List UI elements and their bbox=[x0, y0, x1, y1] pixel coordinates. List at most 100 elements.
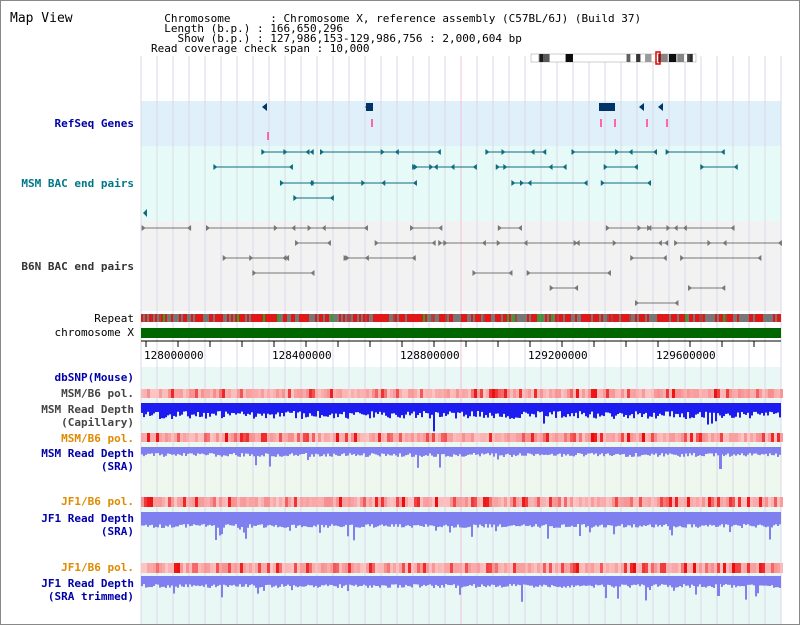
read-depth-bar bbox=[459, 512, 461, 528]
polymorphism-cell bbox=[312, 433, 315, 442]
track-label-refseq[interactable]: RefSeq Genes bbox=[54, 117, 134, 130]
polymorphism-cell bbox=[669, 497, 672, 507]
polymorphism-cell bbox=[648, 497, 651, 507]
polymorphism-cell bbox=[456, 433, 459, 442]
repeat-segment bbox=[609, 314, 611, 322]
read-depth-bar bbox=[179, 403, 181, 416]
read-depth-bar bbox=[317, 447, 319, 455]
polymorphism-cell bbox=[348, 433, 351, 442]
read-depth-bar bbox=[221, 403, 223, 419]
polymorphism-cell bbox=[456, 389, 459, 398]
read-depth-bar bbox=[619, 576, 621, 587]
read-depth-bar bbox=[503, 403, 505, 414]
repeat-segment bbox=[565, 314, 567, 322]
read-depth-bar bbox=[617, 512, 619, 526]
read-depth-bar bbox=[603, 403, 605, 417]
read-depth-bar bbox=[307, 447, 309, 461]
polymorphism-cell bbox=[657, 497, 660, 507]
read-depth-bar bbox=[401, 512, 403, 528]
polymorphism-cell bbox=[555, 433, 558, 442]
polymorphism-cell bbox=[654, 497, 657, 507]
polymorphism-cell bbox=[180, 389, 183, 398]
read-depth-bar bbox=[545, 576, 547, 586]
b6n-bac-pair-end bbox=[326, 240, 331, 246]
read-depth-bar bbox=[329, 512, 331, 527]
read-depth-bar bbox=[757, 512, 759, 526]
read-depth-bar bbox=[551, 512, 553, 527]
polymorphism-cell bbox=[279, 563, 282, 573]
read-depth-bar bbox=[617, 576, 619, 599]
read-depth-bar bbox=[771, 403, 773, 413]
track-label-msm-bac[interactable]: MSM BAC end pairs bbox=[21, 177, 134, 190]
repeat-segment bbox=[513, 314, 515, 322]
polymorphism-cell bbox=[423, 563, 426, 573]
read-depth-bar bbox=[213, 447, 215, 454]
read-depth-bar bbox=[745, 403, 747, 415]
repeat-segment bbox=[499, 314, 501, 322]
read-depth-bar bbox=[413, 403, 415, 412]
repeat-segment bbox=[495, 314, 497, 322]
polymorphism-cell bbox=[438, 433, 441, 442]
polymorphism-cell bbox=[522, 389, 525, 398]
read-depth-bar bbox=[587, 403, 589, 418]
read-depth-bar bbox=[715, 512, 717, 527]
read-depth-bar bbox=[397, 403, 399, 417]
polymorphism-cell bbox=[528, 563, 531, 573]
repeat-segment bbox=[291, 314, 293, 322]
polymorphism-cell bbox=[390, 389, 393, 398]
repeat-segment bbox=[277, 314, 279, 322]
track-label-b6n-bac[interactable]: B6N BAC end pairs bbox=[21, 260, 134, 273]
repeat-segment bbox=[661, 314, 663, 322]
polymorphism-cell bbox=[540, 389, 543, 398]
polymorphism-cell bbox=[774, 497, 777, 507]
read-depth-bar bbox=[693, 403, 695, 418]
msm-bac-pair-end bbox=[380, 149, 385, 155]
polymorphism-cell bbox=[708, 389, 711, 398]
read-depth-bar bbox=[777, 512, 779, 527]
read-depth-bar bbox=[461, 512, 463, 528]
polymorphism-cell bbox=[213, 497, 216, 507]
read-depth-bar bbox=[619, 512, 621, 526]
read-depth-bar bbox=[509, 512, 511, 526]
ideogram-band bbox=[668, 54, 677, 62]
read-depth-bar bbox=[439, 403, 441, 418]
read-depth-bar bbox=[599, 403, 601, 417]
read-depth-bar bbox=[537, 576, 539, 587]
read-depth-bar bbox=[737, 512, 739, 526]
polymorphism-cell bbox=[303, 497, 306, 507]
read-depth-bar bbox=[455, 403, 457, 419]
track-label-dbsnp[interactable]: dbSNP(Mouse) bbox=[54, 371, 134, 384]
polymorphism-cell bbox=[384, 563, 387, 573]
read-depth-bar bbox=[501, 512, 503, 528]
polymorphism-cell bbox=[489, 389, 492, 398]
polymorphism-cell bbox=[357, 497, 360, 507]
track-label-msm-depth-sra[interactable]: MSM Read Depth bbox=[41, 447, 134, 460]
read-depth-bar bbox=[491, 512, 493, 528]
polymorphism-cell bbox=[558, 389, 561, 398]
polymorphism-cell bbox=[582, 433, 585, 442]
polymorphism-cell bbox=[453, 389, 456, 398]
ruler-tick-label: 129600000 bbox=[656, 349, 716, 362]
read-depth-bar bbox=[521, 447, 523, 456]
repeat-segment bbox=[439, 314, 441, 322]
read-depth-bar bbox=[345, 576, 347, 585]
repeat-segment bbox=[741, 314, 743, 322]
read-depth-bar bbox=[181, 512, 183, 525]
track-label-jf1-depth-trimmed[interactable]: JF1 Read Depth bbox=[41, 577, 134, 590]
polymorphism-cell bbox=[159, 433, 162, 442]
polymorphism-cell bbox=[168, 563, 171, 573]
repeat-segment bbox=[319, 314, 321, 322]
polymorphism-cell bbox=[762, 433, 765, 442]
polymorphism-cell bbox=[219, 433, 222, 442]
read-depth-bar bbox=[175, 512, 177, 527]
repeat-segment bbox=[151, 314, 153, 322]
read-depth-bar bbox=[433, 403, 435, 432]
polymorphism-cell bbox=[741, 563, 744, 573]
polymorphism-cell bbox=[747, 433, 750, 442]
track-label-jf1-depth-sra[interactable]: JF1 Read Depth bbox=[41, 512, 134, 525]
polymorphism-cell bbox=[513, 497, 516, 507]
repeat-segment bbox=[221, 314, 223, 322]
polymorphism-cell bbox=[252, 497, 255, 507]
polymorphism-cell bbox=[720, 433, 723, 442]
